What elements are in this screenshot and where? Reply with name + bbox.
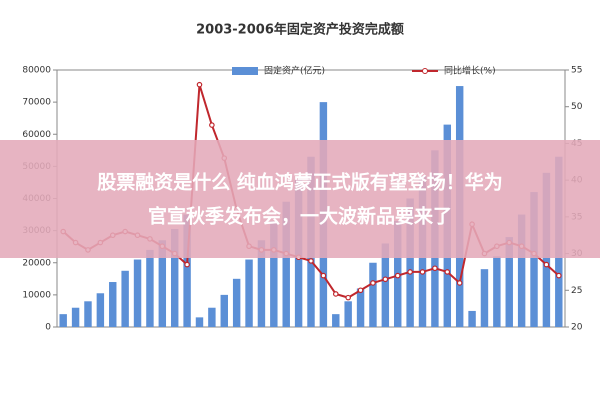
bar	[282, 201, 290, 327]
line-marker	[556, 272, 562, 279]
bar	[232, 278, 241, 327]
bar	[84, 301, 92, 327]
bar	[257, 240, 266, 327]
bar	[530, 192, 538, 327]
bar	[170, 229, 179, 327]
bar	[468, 310, 476, 327]
line-marker	[407, 269, 413, 275]
bar	[158, 240, 167, 327]
bar	[220, 294, 228, 327]
legend-swatch	[422, 68, 428, 74]
bar	[71, 307, 80, 327]
y-tick-label: 60000	[22, 130, 51, 140]
line-marker	[370, 280, 376, 286]
legend-label: 固定资产(亿元)	[264, 65, 325, 77]
bar	[96, 293, 105, 327]
line-marker	[357, 287, 364, 294]
bar	[356, 288, 365, 327]
overlay-text: 官宣秋季发布会，一大波新品要来了	[148, 205, 452, 228]
bar	[505, 237, 513, 327]
line-marker	[419, 269, 426, 275]
y2-tick-label: 25	[571, 286, 582, 296]
y-tick-label: 20000	[22, 258, 51, 268]
line-marker	[444, 269, 451, 275]
y-tick-label: 70000	[22, 98, 51, 108]
bar	[183, 214, 191, 327]
y2-tick-label: 20	[571, 323, 583, 333]
line-marker	[543, 261, 550, 268]
bar	[121, 270, 129, 327]
y2-tick-label: 50	[571, 102, 583, 112]
bar	[109, 282, 117, 327]
line-marker	[308, 258, 314, 264]
line-marker	[394, 272, 401, 279]
bar	[480, 269, 489, 327]
bar	[59, 314, 67, 327]
bar	[493, 256, 501, 327]
overlay-banner	[0, 140, 600, 258]
y-tick-label: 80000	[22, 66, 51, 76]
bar	[517, 214, 526, 327]
bar	[208, 307, 216, 327]
bar	[270, 220, 278, 327]
chart-title: 2003-2006年固定资产投资完成额	[196, 22, 404, 38]
bar	[146, 249, 154, 327]
line-marker	[345, 294, 351, 301]
bar	[195, 317, 204, 327]
line-marker	[320, 272, 327, 279]
y-tick-label: 0	[45, 323, 51, 333]
bar	[245, 259, 253, 327]
line-marker	[196, 81, 203, 88]
line-marker	[209, 122, 215, 128]
y-tick-label: 10000	[22, 290, 51, 300]
line-marker	[382, 276, 389, 283]
line-marker	[456, 280, 463, 286]
bar	[406, 198, 414, 327]
legend-swatch	[232, 67, 258, 75]
bar	[381, 243, 390, 327]
overlay-text: 股票融资是什么 纯血鸿蒙正式版有望登场！华为	[97, 171, 503, 194]
legend-label: 同比增长(%)	[444, 65, 496, 77]
line-marker	[332, 291, 339, 297]
line-marker	[432, 265, 438, 272]
y2-tick-label: 55	[571, 66, 582, 76]
bar	[133, 259, 142, 327]
bar	[369, 262, 377, 327]
line-marker	[184, 261, 190, 268]
bar	[332, 314, 340, 327]
bar	[344, 301, 352, 327]
